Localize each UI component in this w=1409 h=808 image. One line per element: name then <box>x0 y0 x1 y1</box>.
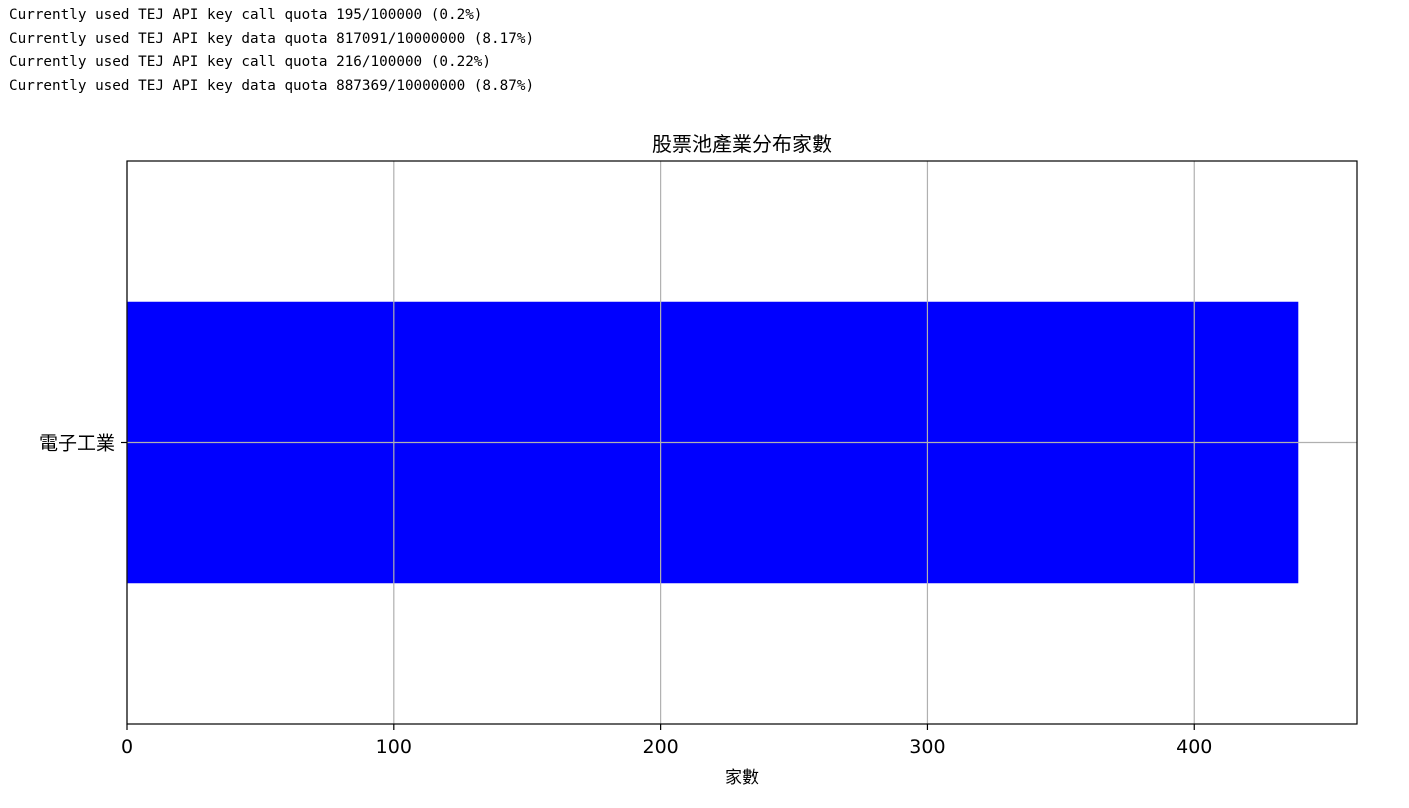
x-axis-label: 家數 <box>725 768 759 788</box>
x-tick-label-3: 200 <box>642 736 678 758</box>
chart-plot-layer: 0 100 200 300 400 電子工業 <box>39 160 1358 758</box>
chart-title: 股票池產業分布家數 <box>652 132 832 156</box>
output-line-3: Currently used TEJ API key call quota 21… <box>9 54 492 71</box>
cell-output-log: Currently used TEJ API key call quota 19… <box>9 4 534 99</box>
output-line-1: Currently used TEJ API key call quota 19… <box>9 7 483 23</box>
output-line-4: Currently used TEJ API key data quota 88… <box>9 78 535 95</box>
x-tick-label-2: 100 <box>376 736 412 758</box>
x-tick-label-5: 400 <box>1176 736 1212 758</box>
y-tick-label-1: 電子工業 <box>39 433 115 455</box>
output-line-2: Currently used TEJ API key data quota 81… <box>9 30 535 47</box>
x-tick-label-1: 0 <box>121 736 133 758</box>
x-tick-label-4: 300 <box>909 736 945 758</box>
